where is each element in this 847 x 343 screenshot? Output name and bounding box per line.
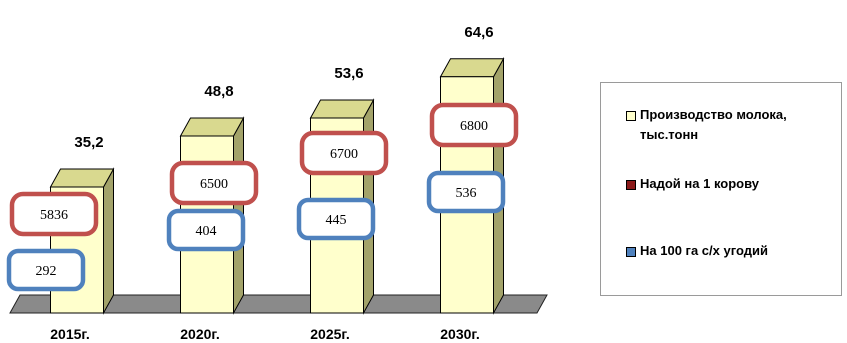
- legend-item-yield: Надой на 1 корову: [626, 174, 759, 194]
- bar-top-year-2015: [49, 168, 115, 188]
- area-value-year-2030: 536: [456, 186, 477, 201]
- legend-label-production: Производство молока, тыс.тонн: [640, 107, 787, 142]
- legend-swatch-per-100ha: [626, 247, 636, 257]
- area-box-year-2025: [296, 197, 376, 241]
- area-value-year-2025: 445: [326, 213, 347, 228]
- bar-top-year-2025: [309, 99, 375, 119]
- bar-top-year-2030: [439, 58, 505, 78]
- area-box-year-2030: [426, 170, 506, 214]
- milk-production-chart: 35,2 2015г. 5836 292 48,8 2020г. 6500 404 53,6 20…: [6, 24, 548, 342]
- area-value-year-2020: 404: [196, 224, 217, 239]
- legend-item-per-100ha: На 100 га с/х угодий: [626, 241, 768, 261]
- legend-label-yield: Надой на 1 корову: [640, 176, 760, 191]
- value-label-year-2015: 35,2: [74, 134, 103, 151]
- legend-item-production: Производство молока, тыс.тонн: [626, 105, 831, 145]
- yield-value-year-2030: 6800: [460, 119, 488, 134]
- value-label-year-2030: 64,6: [464, 24, 493, 41]
- legend-swatch-yield: [626, 180, 636, 190]
- yield-value-year-2015: 5836: [40, 208, 68, 223]
- yield-box-year-2015: [9, 191, 99, 237]
- x-label-year-2015: 2015г.: [50, 326, 89, 342]
- area-box-year-2015: [6, 248, 86, 292]
- area-box-year-2020: [166, 208, 246, 252]
- x-label-year-2025: 2025г.: [310, 326, 349, 342]
- value-label-year-2020: 48,8: [204, 83, 233, 100]
- yield-value-year-2025: 6700: [330, 147, 358, 162]
- bar-top-year-2020: [179, 117, 245, 137]
- legend-swatch-production: [626, 111, 636, 121]
- chart-legend: Производство молока, тыс.тонн Надой на 1…: [600, 82, 842, 296]
- value-label-year-2025: 53,6: [334, 65, 363, 82]
- x-label-year-2020: 2020г.: [180, 326, 219, 342]
- yield-value-year-2020: 6500: [200, 177, 228, 192]
- yield-box-year-2030: [429, 102, 519, 148]
- bar-side-year-2015: [103, 167, 114, 315]
- yield-box-year-2025: [299, 130, 389, 176]
- area-value-year-2015: 292: [36, 264, 57, 279]
- x-label-year-2030: 2030г.: [440, 326, 479, 342]
- legend-label-per-100ha: На 100 га с/х угодий: [640, 243, 768, 258]
- yield-box-year-2020: [169, 160, 259, 206]
